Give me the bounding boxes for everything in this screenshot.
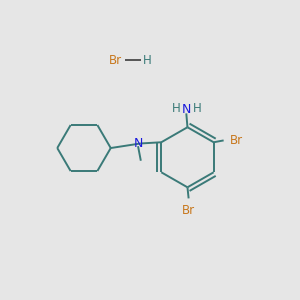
Text: N: N [133,137,143,150]
Text: Br: Br [109,54,122,67]
Text: Br: Br [182,204,195,217]
Text: H: H [143,54,152,67]
Text: H: H [192,102,201,115]
Text: Br: Br [230,134,243,147]
Text: H: H [172,102,181,115]
Text: N: N [182,103,191,116]
